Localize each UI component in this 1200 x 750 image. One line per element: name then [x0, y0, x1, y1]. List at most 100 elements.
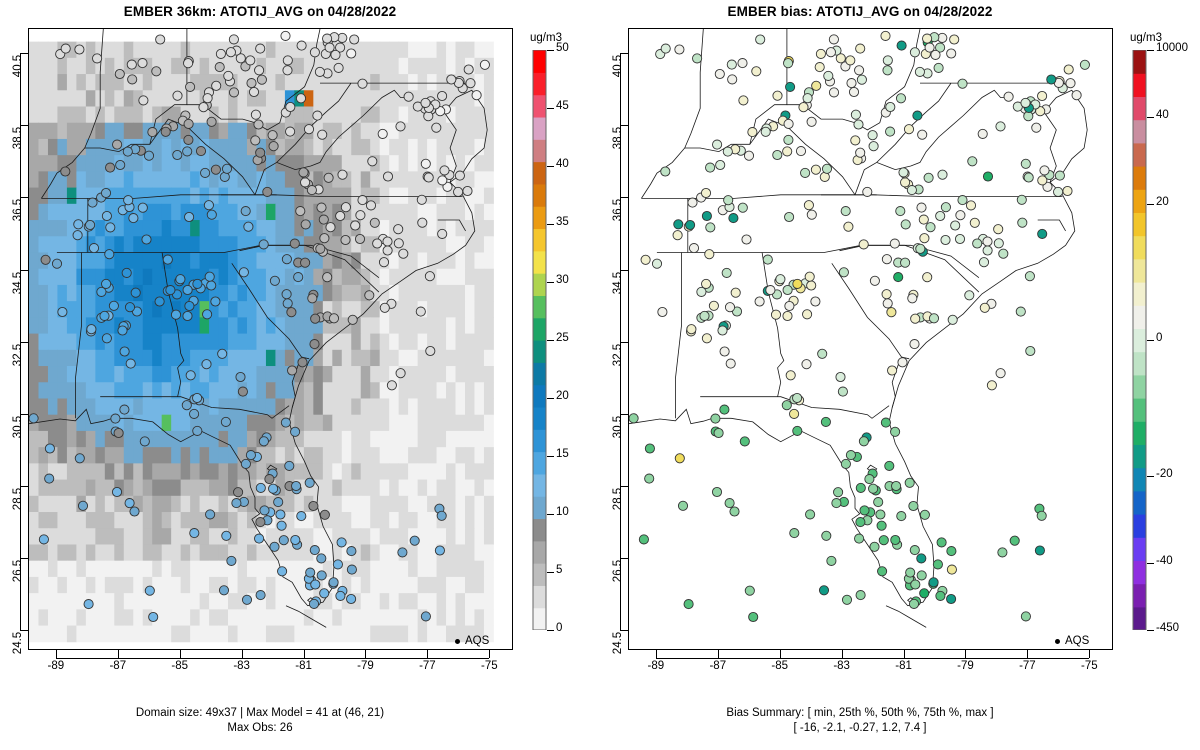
aqs-site-marker[interactable] [933, 62, 944, 73]
aqs-site-marker[interactable] [946, 593, 957, 605]
aqs-site-marker[interactable] [737, 58, 748, 69]
aqs-site-marker[interactable] [900, 257, 911, 268]
aqs-site-marker[interactable] [880, 417, 891, 428]
aqs-site-marker[interactable] [378, 257, 390, 268]
aqs-site-marker[interactable] [924, 42, 935, 53]
aqs-site-marker[interactable] [322, 33, 333, 44]
aqs-site-marker[interactable] [192, 425, 203, 436]
aqs-site-marker[interactable] [228, 87, 240, 98]
aqs-site-marker[interactable] [315, 243, 326, 254]
aqs-site-marker[interactable] [420, 158, 431, 169]
aqs-site-marker[interactable] [182, 310, 193, 322]
aqs-site-marker[interactable] [335, 210, 346, 222]
aqs-site-marker[interactable] [112, 139, 123, 150]
aqs-site-marker[interactable] [38, 534, 49, 545]
aqs-site-marker[interactable] [29, 413, 39, 424]
aqs-site-marker[interactable] [113, 427, 124, 439]
aqs-site-marker[interactable] [919, 588, 930, 599]
aqs-site-marker[interactable] [986, 380, 997, 391]
aqs-site-marker[interactable] [1009, 535, 1020, 546]
aqs-site-marker[interactable] [972, 238, 983, 249]
aqs-site-marker[interactable] [267, 130, 278, 141]
aqs-site-marker[interactable] [1017, 217, 1028, 228]
aqs-site-marker[interactable] [760, 126, 771, 137]
aqs-site-marker[interactable] [730, 287, 741, 298]
aqs-site-marker[interactable] [143, 150, 155, 161]
aqs-site-marker[interactable] [978, 257, 990, 268]
aqs-site-marker[interactable] [434, 545, 445, 556]
aqs-site-marker[interactable] [700, 187, 712, 199]
aqs-site-marker[interactable] [803, 200, 814, 211]
aqs-site-marker[interactable] [117, 325, 128, 336]
aqs-site-marker[interactable] [940, 234, 951, 246]
aqs-site-marker[interactable] [969, 217, 980, 228]
aqs-site-marker[interactable] [151, 66, 162, 77]
aqs-site-marker[interactable] [798, 102, 809, 113]
aqs-site-marker[interactable] [189, 408, 200, 419]
aqs-site-marker[interactable] [195, 146, 207, 157]
aqs-site-marker[interactable] [708, 300, 719, 311]
aqs-site-marker[interactable] [715, 159, 726, 171]
aqs-site-marker[interactable] [255, 482, 266, 493]
aqs-site-marker[interactable] [937, 169, 948, 180]
aqs-site-marker[interactable] [853, 119, 864, 130]
aqs-site-marker[interactable] [210, 296, 221, 307]
aqs-site-marker[interactable] [1065, 78, 1076, 89]
aqs-site-marker[interactable] [979, 302, 990, 313]
aqs-site-marker[interactable] [919, 233, 930, 244]
aqs-site-marker[interactable] [856, 74, 867, 85]
aqs-site-marker[interactable] [231, 498, 242, 509]
aqs-site-marker[interactable] [403, 91, 414, 102]
aqs-site-marker[interactable] [198, 102, 209, 113]
aqs-site-marker[interactable] [792, 425, 803, 436]
aqs-site-marker[interactable] [828, 34, 839, 45]
aqs-site-marker[interactable] [369, 217, 380, 228]
aqs-site-marker[interactable] [923, 172, 934, 183]
aqs-site-marker[interactable] [993, 224, 1004, 235]
aqs-site-marker[interactable] [928, 313, 940, 324]
aqs-site-marker[interactable] [138, 95, 149, 106]
aqs-site-marker[interactable] [946, 564, 957, 575]
aqs-site-marker[interactable] [804, 271, 815, 282]
aqs-site-marker[interactable] [1003, 91, 1014, 102]
aqs-site-marker[interactable] [225, 47, 236, 58]
aqs-site-marker[interactable] [890, 426, 901, 437]
aqs-site-marker[interactable] [189, 528, 200, 539]
aqs-site-marker[interactable] [465, 78, 476, 89]
aqs-site-marker[interactable] [60, 166, 71, 177]
aqs-site-marker[interactable] [882, 298, 893, 309]
aqs-site-marker[interactable] [346, 546, 357, 557]
aqs-site-marker[interactable] [202, 309, 213, 320]
aqs-site-marker[interactable] [254, 533, 265, 544]
aqs-site-marker[interactable] [124, 498, 135, 509]
aqs-site-marker[interactable] [364, 290, 375, 301]
aqs-site-marker[interactable] [139, 436, 150, 447]
aqs-site-marker[interactable] [1063, 64, 1074, 75]
aqs-site-marker[interactable] [286, 307, 297, 318]
aqs-site-marker[interactable] [446, 74, 457, 85]
aqs-site-marker[interactable] [977, 128, 988, 139]
aqs-site-marker[interactable] [1037, 228, 1048, 239]
aqs-site-marker[interactable] [723, 195, 734, 206]
aqs-site-marker[interactable] [873, 497, 884, 508]
aqs-site-marker[interactable] [705, 162, 716, 173]
aqs-monitor-sites[interactable] [29, 30, 490, 623]
aqs-site-marker[interactable] [1079, 59, 1090, 70]
aqs-site-marker[interactable] [280, 30, 291, 41]
aqs-site-marker[interactable] [782, 310, 793, 322]
aqs-site-marker[interactable] [182, 284, 193, 296]
aqs-site-marker[interactable] [660, 43, 671, 54]
aqs-site-marker[interactable] [895, 206, 906, 217]
aqs-site-marker[interactable] [644, 443, 655, 454]
aqs-site-marker[interactable] [254, 65, 265, 76]
aqs-site-marker[interactable] [85, 219, 96, 231]
aqs-site-marker[interactable] [357, 195, 368, 206]
aqs-site-marker[interactable] [295, 93, 307, 104]
aqs-site-marker[interactable] [993, 238, 1004, 249]
aqs-site-marker[interactable] [206, 116, 217, 127]
aqs-site-marker[interactable] [147, 127, 158, 138]
aqs-site-marker[interactable] [372, 238, 383, 249]
aqs-site-marker[interactable] [710, 413, 721, 424]
aqs-site-marker[interactable] [864, 474, 875, 485]
aqs-site-marker[interactable] [312, 110, 323, 121]
